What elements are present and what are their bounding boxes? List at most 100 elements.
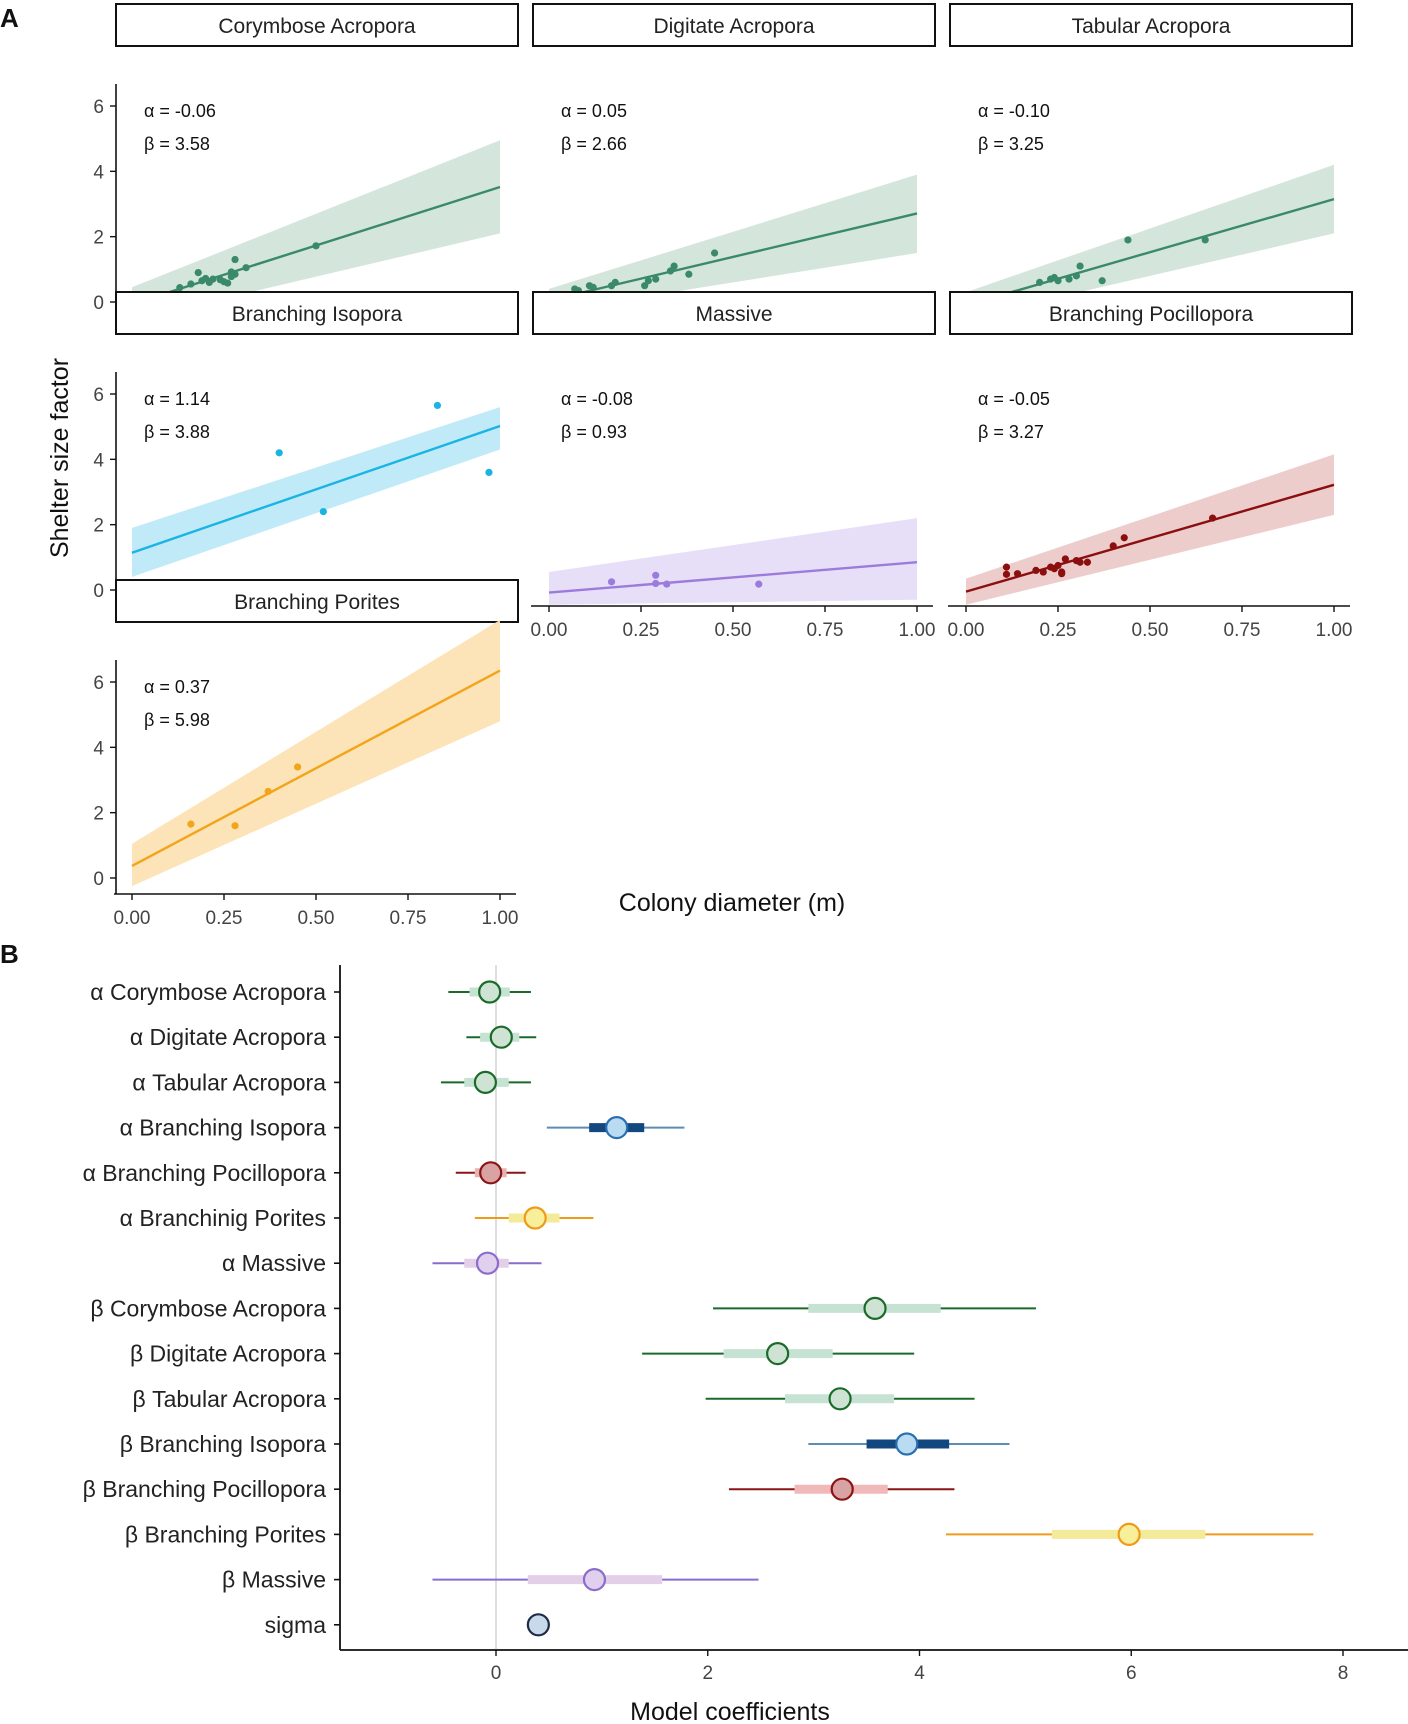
facet-massive: Massive α = -0.08 β = 0.93 0.00 0.25 0.50 0.75… bbox=[531, 291, 936, 641]
y-tick-label: 6 bbox=[93, 97, 104, 118]
row-label: β Corymbose Acropora bbox=[90, 1295, 326, 1321]
data-point bbox=[1076, 262, 1084, 270]
panel-a-label: A bbox=[0, 3, 19, 33]
facet-title: Massive bbox=[695, 303, 772, 326]
x-tick-label: 1.00 bbox=[482, 908, 519, 929]
x-tick-label: 0.75 bbox=[390, 908, 427, 929]
facet-header-box bbox=[949, 291, 1353, 335]
data-point bbox=[1054, 561, 1062, 570]
x-tick-label: 0.00 bbox=[114, 908, 151, 929]
y-tick-label: 6 bbox=[93, 673, 104, 694]
beta-annotation: β = 3.58 bbox=[144, 134, 210, 154]
beta-annotation: β = 3.25 bbox=[978, 134, 1044, 154]
x-tick-label: 4 bbox=[914, 1663, 925, 1684]
facet-header-box bbox=[532, 3, 936, 47]
data-point bbox=[1120, 534, 1128, 542]
row-label: β Massive bbox=[222, 1567, 326, 1593]
beta-annotation: β = 3.27 bbox=[978, 422, 1044, 442]
data-point bbox=[485, 468, 493, 476]
confidence-band bbox=[549, 518, 917, 605]
beta-annotation: β = 0.93 bbox=[561, 422, 627, 442]
row-label: α Branching Isopora bbox=[120, 1115, 327, 1141]
x-axis-title: Model coefficients bbox=[630, 1698, 830, 1724]
confidence-band bbox=[132, 619, 500, 887]
x-tick-label: 6 bbox=[1126, 1663, 1137, 1684]
x-tick-label: 1.00 bbox=[1316, 620, 1353, 641]
facet-title: Branching Porites bbox=[234, 591, 400, 614]
data-point bbox=[433, 401, 442, 410]
data-point bbox=[670, 262, 678, 270]
x-tick-label: 0.25 bbox=[1040, 620, 1077, 641]
alpha-annotation: α = -0.10 bbox=[978, 101, 1050, 121]
panel-b-label: B bbox=[0, 939, 19, 969]
coefficient-row: β Corymbose Acropora bbox=[90, 1295, 1036, 1321]
data-point bbox=[1201, 236, 1209, 244]
posterior-mean-point bbox=[1117, 1522, 1141, 1547]
regression-line bbox=[131, 669, 501, 867]
data-point bbox=[1013, 570, 1022, 578]
data-point bbox=[711, 249, 719, 257]
facet-digitate-acropora: Digitate Acropora α = 0.05 β = 2.66 bbox=[532, 3, 936, 312]
coefficient-row: β Branching Porites bbox=[125, 1521, 1314, 1547]
regression-line bbox=[965, 483, 1335, 593]
y-tick-label: 4 bbox=[93, 450, 104, 471]
data-point bbox=[187, 280, 195, 288]
coefficient-row: α Massive bbox=[222, 1250, 542, 1276]
data-point bbox=[1065, 275, 1073, 283]
alpha-annotation: α = 0.05 bbox=[561, 101, 627, 121]
y-tick-label: 2 bbox=[93, 516, 104, 537]
y-tick-label: 6 bbox=[93, 385, 104, 406]
y-tick-label: 2 bbox=[93, 804, 104, 825]
row-label: α Branching Pocillopora bbox=[83, 1160, 327, 1186]
data-point bbox=[224, 279, 232, 287]
coefficient-row: sigma bbox=[265, 1612, 550, 1638]
posterior-mean-point bbox=[478, 980, 502, 1004]
facet-header-box bbox=[115, 579, 519, 623]
regression-line bbox=[965, 197, 1335, 307]
x-tick-label: 2 bbox=[702, 1663, 713, 1684]
row-label: α Branchinig Porites bbox=[120, 1205, 326, 1231]
data-point bbox=[294, 763, 302, 771]
row-label: α Tabular Acropora bbox=[132, 1069, 326, 1095]
data-point bbox=[275, 449, 283, 457]
row-label: β Branching Isopora bbox=[120, 1431, 327, 1457]
x-tick-label: 0.25 bbox=[623, 620, 660, 641]
x-tick-label: 0 bbox=[491, 1663, 502, 1684]
x-tick-label: 0.75 bbox=[807, 620, 844, 641]
y-tick-label: 0 bbox=[93, 869, 104, 890]
facet-title: Corymbose Acropora bbox=[218, 15, 416, 38]
data-point bbox=[589, 283, 597, 291]
posterior-mean-point bbox=[605, 1115, 629, 1140]
data-point bbox=[194, 269, 202, 277]
coefficient-row: β Digitate Acropora bbox=[130, 1341, 915, 1367]
data-point bbox=[1002, 570, 1011, 578]
row-label: β Branching Porites bbox=[125, 1521, 326, 1547]
facet-title: Branching Isopora bbox=[232, 303, 403, 326]
data-point bbox=[1061, 555, 1069, 563]
coefficient-row: α Digitate Acropora bbox=[130, 1024, 537, 1050]
coefficient-row: β Branching Isopora bbox=[120, 1431, 1010, 1457]
alpha-annotation: α = -0.08 bbox=[561, 389, 633, 409]
facet-branching-isopora: Branching Isopora α = 1.14 β = 3.88 0 2 4 6 bbox=[93, 291, 519, 606]
posterior-mean-point bbox=[830, 1477, 854, 1501]
data-point bbox=[231, 270, 239, 278]
coefficient-row: α Branchinig Porites bbox=[120, 1205, 594, 1231]
data-point bbox=[242, 264, 250, 272]
facet-header-box bbox=[532, 291, 936, 335]
data-point bbox=[1054, 277, 1062, 285]
data-point bbox=[611, 278, 619, 286]
data-point bbox=[652, 275, 660, 283]
data-point bbox=[644, 277, 652, 285]
coefficient-row: β Branching Pocillopora bbox=[83, 1476, 955, 1502]
y-tick-label: 4 bbox=[93, 162, 104, 183]
facet-header-box bbox=[115, 3, 519, 47]
posterior-mean-point bbox=[489, 1025, 513, 1049]
x-tick-label: 0.25 bbox=[206, 908, 243, 929]
alpha-annotation: α = 0.37 bbox=[144, 677, 210, 697]
y-tick-label: 0 bbox=[93, 293, 104, 314]
data-point bbox=[755, 580, 763, 588]
posterior-mean-point bbox=[582, 1567, 607, 1592]
coefficient-row: β Tabular Acropora bbox=[132, 1386, 975, 1412]
row-label: β Tabular Acropora bbox=[132, 1386, 326, 1412]
beta-annotation: β = 5.98 bbox=[144, 710, 210, 730]
